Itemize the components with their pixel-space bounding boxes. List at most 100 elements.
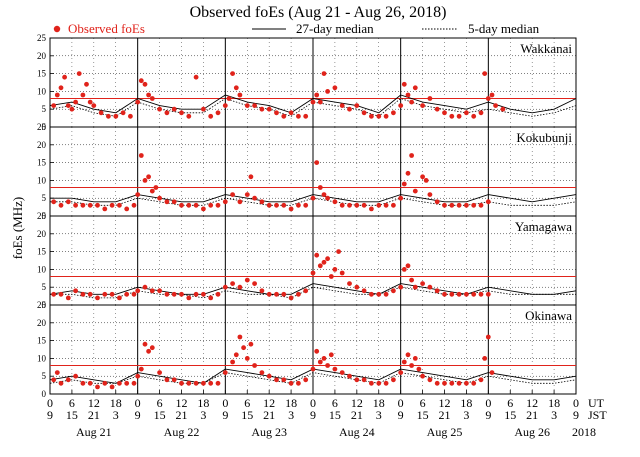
y-tick-label: 5 (42, 104, 47, 114)
x-axis-ut-label: UT (588, 396, 605, 410)
x-tick-ut: 12 (88, 396, 100, 410)
y-tick-label: 25 (37, 33, 47, 43)
observed-point (321, 71, 327, 76)
observed-point (317, 185, 323, 190)
observed-point (87, 291, 93, 297)
y-tick-label: 15 (37, 247, 47, 257)
observed-point (65, 295, 71, 301)
x-tick-ut: 12 (439, 396, 451, 410)
observed-point (58, 202, 64, 208)
observed-point (310, 270, 316, 276)
x-tick-jst: 15 (241, 408, 253, 422)
observed-point (332, 85, 338, 91)
observed-point (416, 366, 422, 372)
observed-point (131, 202, 137, 208)
observed-point (369, 380, 374, 386)
observed-point (420, 174, 425, 180)
observed-point (317, 99, 323, 105)
observed-point (409, 363, 414, 368)
y-tick-label: 10 (37, 86, 47, 96)
observed-point (215, 110, 221, 116)
observed-point (354, 284, 360, 290)
observed-point (135, 192, 141, 198)
observed-point (321, 259, 327, 265)
observed-point (478, 377, 484, 383)
observed-point (347, 106, 352, 112)
observed-point (442, 202, 447, 208)
x-tick-ut: 0 (310, 396, 316, 410)
observed-point (412, 284, 418, 290)
panel-wakkanai: 0 5 10 15 20 25 Wakkanai (37, 33, 577, 132)
observed-point (471, 291, 477, 297)
observed-point (237, 334, 243, 340)
observed-point (398, 195, 404, 201)
observed-point (237, 284, 243, 290)
legend-median5-label: 5-day median (468, 21, 540, 36)
observed-point (296, 291, 301, 297)
observed-point (138, 78, 144, 84)
observed-point (208, 113, 214, 119)
observed-point (259, 106, 265, 112)
observed-point (361, 377, 367, 383)
observed-point (201, 206, 206, 212)
observed-point (456, 291, 462, 297)
station-label: Yamagawa (515, 219, 572, 234)
x-tick-jst: 9 (485, 408, 491, 422)
observed-point (449, 380, 455, 386)
panel-kokubunji: 0 5 10 15 20 25 Kokubunji (37, 122, 577, 221)
observed-point (456, 380, 462, 386)
observed-point (434, 288, 440, 294)
y-tick-label: 20 (37, 229, 47, 239)
observed-point (171, 106, 177, 112)
x-tick-jst: 9 (135, 408, 141, 422)
observed-point (310, 99, 316, 105)
y-tick-label: 25 (37, 211, 47, 221)
observed-point (325, 195, 330, 201)
observed-point (54, 92, 60, 98)
x-tick-jst: 15 (329, 408, 341, 422)
observed-point (186, 202, 192, 208)
observed-point (274, 377, 279, 383)
y-tick-label: 0 (42, 122, 47, 132)
observed-point (317, 359, 323, 365)
observed-point (339, 370, 345, 375)
observed-point (369, 206, 374, 212)
observed-point (420, 103, 425, 108)
observed-point (391, 202, 396, 208)
observed-point (244, 277, 250, 283)
observed-point (164, 110, 170, 116)
y-tick-label: 5 (42, 371, 47, 381)
observed-point (164, 377, 170, 383)
observed-point (69, 106, 75, 112)
observed-point (471, 113, 477, 119)
x-tick-ut: 0 (135, 396, 141, 410)
x-tick-ut: 12 (263, 396, 275, 410)
observed-point (95, 295, 100, 301)
observed-point (142, 341, 148, 347)
observed-point (102, 380, 108, 386)
x-date-label: Aug 24 (339, 425, 375, 439)
observed-point (266, 291, 272, 297)
observed-point (274, 110, 279, 116)
observed-point (230, 71, 236, 76)
x-tick-ut: 18 (285, 396, 297, 410)
observed-point (471, 380, 477, 386)
y-tick-label: 20 (37, 318, 47, 328)
observed-point (102, 291, 108, 297)
x-tick-ut: 12 (176, 396, 188, 410)
y-axis-label: foEs (MHz) (10, 197, 25, 259)
observed-point (117, 380, 122, 386)
x-tick-jst: 21 (526, 408, 538, 422)
observed-point (383, 380, 389, 386)
x-tick-ut: 6 (332, 396, 338, 410)
observed-point (179, 110, 184, 116)
observed-point (391, 110, 396, 116)
x-tick-jst: 21 (263, 408, 275, 422)
observed-point (58, 380, 64, 386)
observed-point (391, 288, 396, 294)
x-tick-ut: 0 (485, 396, 491, 410)
observed-point (493, 103, 498, 108)
x-tick-jst: 21 (351, 408, 363, 422)
observed-point (303, 113, 309, 119)
